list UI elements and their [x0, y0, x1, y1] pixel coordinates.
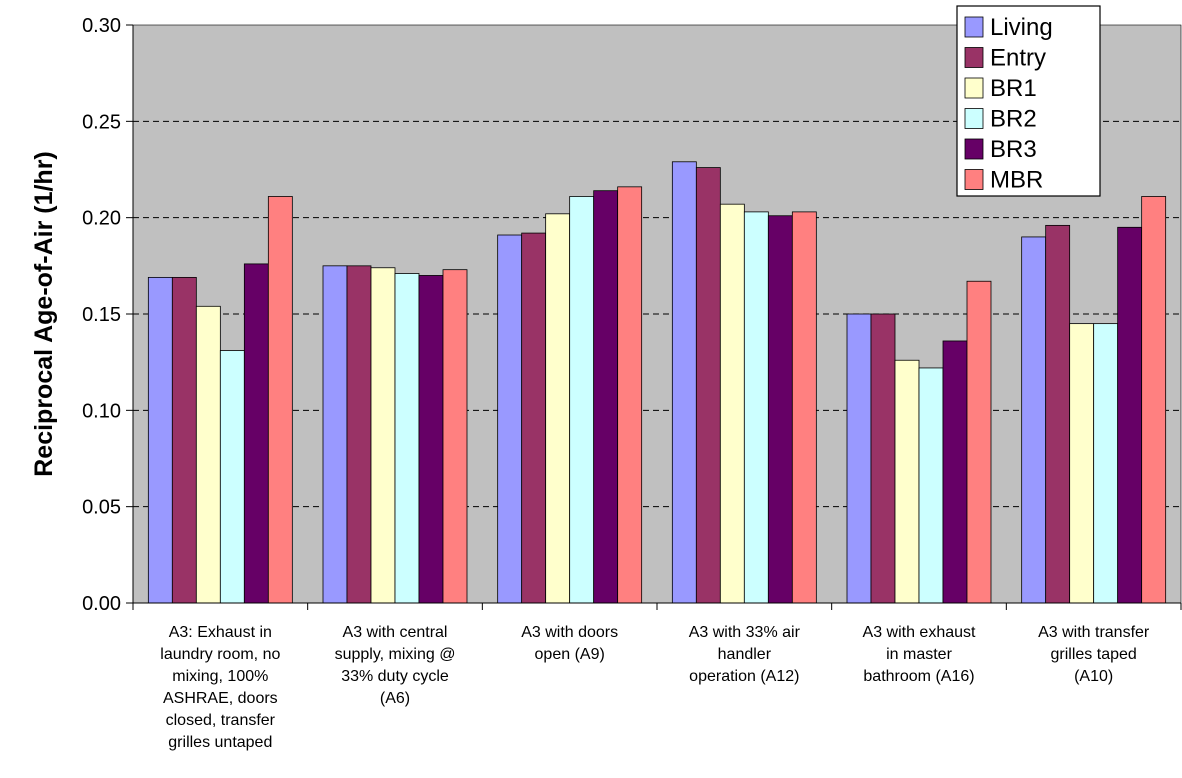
- bar: [346, 265, 372, 604]
- x-category-label: A3 with doors open (A9): [521, 624, 618, 663]
- legend-label: Entry: [990, 45, 1046, 72]
- x-category-label-line: A3: Exhaust in: [169, 624, 272, 641]
- bar: [593, 190, 619, 604]
- bar: [370, 267, 396, 604]
- legend-label: MBR: [990, 167, 1043, 194]
- y-tick-label: 0.30: [82, 15, 121, 37]
- x-category-label-line: bathroom (A16): [863, 668, 974, 685]
- bar: [442, 269, 468, 604]
- bar: [846, 313, 872, 604]
- bar: [743, 211, 769, 604]
- y-tick-label: 0.20: [82, 208, 121, 230]
- bar: [767, 215, 793, 604]
- legend-swatch: [964, 169, 984, 190]
- x-category-label-line: laundry room, no: [160, 646, 280, 663]
- bar: [243, 263, 269, 604]
- x-category-label-line: ASHRAE, doors: [163, 690, 278, 707]
- axes: [126, 24, 1182, 610]
- x-category-label-line: handler: [718, 646, 772, 663]
- x-category-label-line: A3 with transfer: [1038, 624, 1150, 641]
- bar: [418, 275, 444, 604]
- x-category-label: A3 with transfer grilles taped (A10): [1038, 624, 1150, 685]
- x-category-label: A3 with central supply, mixing @ 33% duty …: [335, 624, 456, 707]
- legend-swatch: [964, 108, 984, 129]
- bars: [147, 161, 1167, 604]
- bar: [1093, 323, 1119, 604]
- bar: [1045, 224, 1071, 604]
- x-category-label-line: grilles untaped: [168, 734, 272, 751]
- bar: [1021, 236, 1047, 604]
- bar: [521, 232, 547, 604]
- x-category-label: A3 with 33% air handler operation (A12): [689, 624, 801, 685]
- x-category-label: A3: Exhaust in laundry room, no mixing, 10…: [160, 624, 280, 751]
- y-axis-title: Reciprocal Age-of-Air (1/hr): [30, 151, 58, 477]
- y-tick-label: 0.10: [82, 400, 121, 422]
- bar: [322, 265, 348, 604]
- bar: [695, 167, 721, 604]
- x-category-label-line: A3 with 33% air: [689, 624, 801, 641]
- legend-box: [956, 5, 1101, 197]
- legend-swatch: [964, 47, 984, 68]
- bar: [719, 203, 745, 604]
- x-category-label-line: open (A9): [535, 646, 605, 663]
- y-tick-labels: 0.00 0.05 0.10 0.15 0.20 0.25 0.30: [82, 15, 121, 615]
- y-tick-label: 0.15: [82, 304, 121, 326]
- bar: [497, 234, 523, 604]
- legend-swatch: [964, 77, 984, 99]
- x-category-label-line: operation (A12): [689, 668, 799, 685]
- x-category-label-line: in master: [886, 646, 952, 663]
- bar: [966, 280, 992, 604]
- x-category-label-line: 33% duty cycle: [341, 668, 449, 685]
- bar: [569, 196, 595, 604]
- legend-label: BR1: [990, 75, 1037, 102]
- x-category-label-line: A3 with exhaust: [863, 624, 977, 641]
- y-tick-label: 0.25: [82, 111, 121, 133]
- bar: [195, 305, 221, 604]
- legend-label: BR2: [990, 106, 1037, 133]
- x-category-label: A3 with exhaust in master bathroom (A16): [863, 624, 977, 685]
- bar: [394, 273, 420, 604]
- bar: [171, 276, 197, 604]
- bar: [1117, 226, 1143, 604]
- bar: [791, 211, 817, 604]
- legend: Living Entry BR1 BR2 BR3 MBR: [956, 5, 1101, 197]
- legend-label: BR3: [990, 136, 1037, 163]
- x-category-label-line: (A10): [1074, 668, 1113, 685]
- bar: [1069, 323, 1095, 604]
- bar: [918, 367, 944, 604]
- x-category-label-line: mixing, 100%: [172, 668, 268, 685]
- bar: [1141, 196, 1167, 604]
- x-category-label-line: A3 with doors: [521, 624, 618, 641]
- x-category-label-line: supply, mixing @: [335, 646, 456, 663]
- legend-swatch: [964, 16, 984, 38]
- bar: [219, 350, 245, 604]
- bar: [671, 161, 697, 604]
- legend-swatch: [964, 138, 984, 160]
- x-category-label-line: closed, transfer: [166, 712, 276, 729]
- bar: [894, 359, 920, 604]
- x-category-label-line: grilles taped: [1051, 646, 1137, 663]
- bar: [942, 340, 968, 604]
- x-category-label-line: (A6): [380, 690, 410, 707]
- bar: [147, 276, 173, 604]
- y-tick-label: 0.00: [82, 593, 121, 615]
- bar: [617, 186, 643, 604]
- y-tick-label: 0.05: [82, 497, 121, 519]
- bar: [267, 196, 293, 604]
- bar: [870, 313, 896, 604]
- x-category-labels: A3: Exhaust in laundry room, no mixing, 10…: [160, 624, 1150, 751]
- x-category-label-line: A3 with central: [343, 624, 448, 641]
- legend-label: Living: [990, 14, 1053, 41]
- bar: [545, 213, 571, 604]
